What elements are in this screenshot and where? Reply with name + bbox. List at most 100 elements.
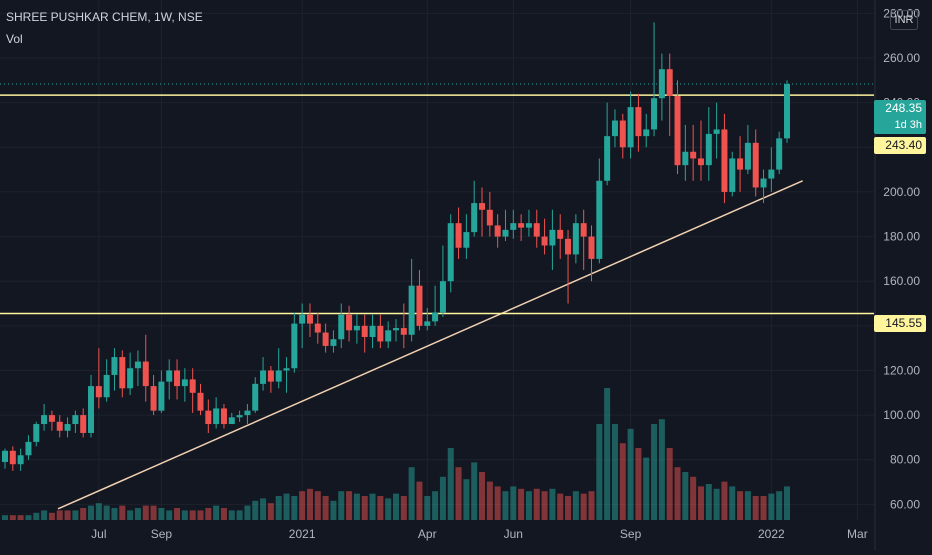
candle-body <box>572 223 579 255</box>
volume-bar <box>518 488 525 520</box>
candle-body <box>557 229 564 239</box>
candle-body <box>369 325 376 337</box>
volume-bar <box>88 505 95 520</box>
candle-body <box>525 223 532 228</box>
volume-bar <box>353 493 360 520</box>
volume-bar <box>627 428 634 520</box>
candle-body <box>314 323 321 333</box>
candle-body <box>17 455 24 465</box>
candle-body <box>690 151 697 159</box>
candle-body <box>408 285 415 335</box>
candle-body <box>158 381 165 411</box>
current-price-tag: 248.35 1d 3h <box>874 100 926 134</box>
candle-body <box>267 370 274 382</box>
price-tick-label: 180.00 <box>883 230 920 244</box>
candle-body <box>228 417 235 425</box>
candle-body <box>88 386 95 433</box>
volume-bar <box>549 488 556 520</box>
candle-body <box>72 415 79 425</box>
candle-body <box>479 203 486 210</box>
candle-body <box>291 323 298 369</box>
volume-bar <box>510 486 517 520</box>
candle-body <box>744 142 751 170</box>
candle-body <box>643 129 650 137</box>
volume-bar <box>697 486 704 520</box>
volume-bar <box>572 491 579 520</box>
candle-body <box>134 361 141 369</box>
candle-body <box>697 158 704 166</box>
volume-bar <box>134 508 141 520</box>
lower-level-tag: 145.55 <box>874 315 926 332</box>
candle-body <box>776 138 783 170</box>
volume-bar <box>205 508 212 520</box>
volume-bar <box>369 493 376 520</box>
candle-body <box>2 450 8 462</box>
volume-bar <box>455 467 462 520</box>
candle-body <box>721 129 728 192</box>
price-tick-label: 160.00 <box>883 274 920 288</box>
candle-body <box>674 95 681 166</box>
volume-bar <box>432 491 439 520</box>
candle-body <box>181 379 188 387</box>
candle-body <box>416 285 423 326</box>
candle-body <box>752 142 759 188</box>
candle-body <box>119 357 126 389</box>
volume-bar <box>267 503 274 520</box>
candle-body <box>666 69 673 96</box>
candle-body <box>275 370 282 382</box>
symbol-title: SHREE PUSHKAR CHEM, 1W, NSE <box>6 10 203 24</box>
volume-bar <box>72 510 79 520</box>
volume-bar <box>705 484 712 520</box>
candle-body <box>353 325 360 331</box>
current-price-value: 248.35 <box>885 101 922 115</box>
volume-indicator-label[interactable]: Vol <box>6 32 23 46</box>
candle-body <box>432 312 439 322</box>
volume-bar <box>447 448 454 520</box>
volume-bar <box>525 491 532 520</box>
candle-body <box>393 328 399 331</box>
upper-level-tag: 243.40 <box>874 137 926 154</box>
candle-body <box>635 107 642 137</box>
candle-body <box>244 410 251 416</box>
candle-body <box>611 120 618 137</box>
volume-bar <box>150 505 157 520</box>
candle-body <box>220 408 227 425</box>
candle-body <box>627 107 634 148</box>
candle-body <box>737 158 744 170</box>
candle-body <box>80 415 87 433</box>
volume-bar <box>416 481 423 520</box>
volume-bar <box>174 508 181 520</box>
volume-bar <box>322 496 329 520</box>
volume-bar <box>244 505 251 520</box>
candle-body <box>174 370 181 387</box>
candle-body <box>322 332 329 346</box>
currency-badge[interactable]: INR <box>890 10 918 30</box>
candle-body <box>682 151 689 166</box>
time-tick-label: Sep <box>620 527 642 541</box>
volume-bar <box>486 481 493 520</box>
volume-bar <box>463 479 470 520</box>
candle-body <box>385 330 392 342</box>
volume-bar <box>111 508 118 520</box>
candle-body <box>338 314 345 340</box>
volume-bar <box>588 491 595 520</box>
volume-bar <box>713 488 720 520</box>
volume-bar <box>666 448 673 520</box>
volume-bar <box>752 496 759 520</box>
candle-body <box>150 386 157 411</box>
candle-body <box>111 357 118 375</box>
volume-bar <box>658 419 665 520</box>
volume-bar <box>236 510 243 520</box>
candle-body <box>197 392 204 411</box>
volume-bar <box>541 491 548 520</box>
volume-bar <box>565 496 572 520</box>
volume-bar <box>784 486 790 520</box>
volume-bar <box>580 493 587 520</box>
volume-bar <box>25 515 32 520</box>
volume-bar <box>744 491 751 520</box>
candle-body <box>463 232 470 248</box>
candle-body <box>604 136 611 181</box>
candle-body <box>103 374 110 398</box>
